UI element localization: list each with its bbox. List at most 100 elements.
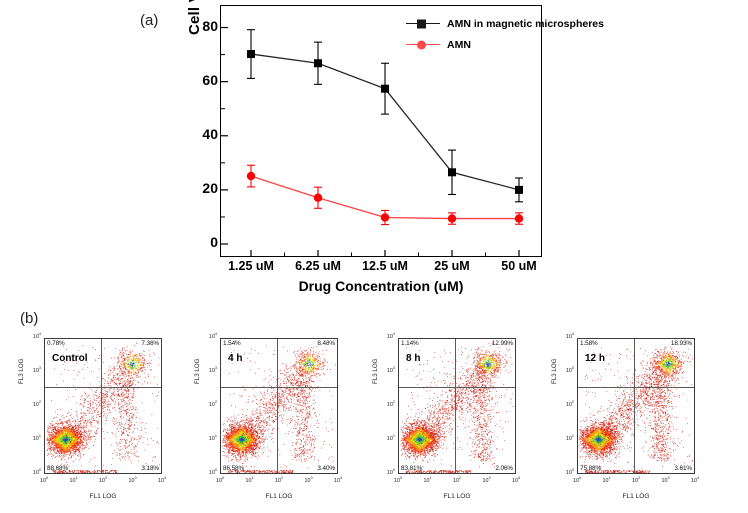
- legend-swatch: [406, 19, 440, 28]
- flow-y-tick: 102: [565, 400, 574, 408]
- flow-y-tick: 100: [565, 468, 574, 476]
- chart-axis-ticks: [221, 26, 520, 256]
- flow-x-tick: 103: [304, 476, 313, 484]
- flow-x-tick: 101: [423, 476, 432, 484]
- flow-y-tick: 104: [386, 332, 395, 340]
- chart-y-tick-labels: 0 20 40 60 80: [176, 0, 218, 252]
- flow-y-tick: 103: [386, 366, 395, 374]
- chart-series-black: [247, 29, 523, 203]
- flow-quadrant-upper-right-pct: 18.93%: [670, 340, 692, 347]
- flow-y-axis-label: FL3 LOG: [372, 358, 379, 384]
- chart-series-svg: [221, 26, 524, 256]
- flow-x-tick: 103: [128, 476, 137, 484]
- flow-quadrant-vertical-divider: [100, 339, 102, 473]
- flow-cytometry-panel: FL3 LOG 100 101 102 103 104 1.14% 12.99% 83.81% 2…: [372, 330, 524, 513]
- flow-quadrant-upper-left-pct: 1.54%: [223, 340, 241, 347]
- flow-cytometry-panel: FL3 LOG 100 101 102 103 104 1.54% 8.48% 86.58% 3.…: [194, 330, 346, 513]
- flow-scatter-points: [400, 342, 514, 473]
- chart-x-tick: 12.5 uM: [362, 259, 408, 273]
- flow-plot-box: 1.14% 12.99% 83.81% 2.06% 8 h: [398, 338, 516, 474]
- flow-x-axis-label: FL1 LOG: [89, 493, 117, 500]
- flow-quadrant-lower-right-pct: 3.61%: [674, 465, 692, 472]
- flow-y-tick: 101: [386, 434, 395, 442]
- flow-x-tick: 102: [452, 476, 462, 484]
- flow-panel-title: 4 h: [228, 353, 243, 364]
- flow-y-tick: 102: [32, 400, 41, 408]
- flow-x-tick: 101: [245, 476, 254, 484]
- flow-quadrant-horizontal-divider: [578, 387, 694, 389]
- flow-x-tick: 101: [602, 476, 611, 484]
- chart-legend: AMN in magnetic microspheres AMN: [406, 15, 604, 57]
- flow-quadrant-lower-right-pct: 2.06%: [495, 465, 513, 472]
- flow-y-tick: 102: [208, 400, 217, 408]
- chart-x-tick: 6.25 uM: [295, 259, 341, 273]
- flow-quadrant-lower-left-pct: 86.58%: [223, 465, 245, 472]
- flow-panel-title: Control: [52, 353, 88, 364]
- legend-label: AMN: [447, 38, 471, 51]
- flow-quadrant-lower-left-pct: 83.81%: [401, 465, 423, 472]
- flow-y-axis-label: FL3 LOG: [194, 358, 201, 384]
- chart-y-tick: 20: [202, 179, 218, 196]
- panel-b-letter: (b): [20, 310, 39, 327]
- chart-y-tick: 80: [202, 17, 218, 34]
- flow-y-tick: 104: [565, 332, 574, 340]
- flow-y-tick: 100: [208, 468, 217, 476]
- flow-quadrant-lower-left-pct: 88.68%: [47, 465, 69, 472]
- flow-quadrant-lower-left-pct: 75.88%: [580, 465, 602, 472]
- flow-plot-box: 1.58% 18.93% 75.88% 3.61% 12 h: [577, 338, 695, 474]
- chart-x-tick-labels: 1.25 uM 6.25 uM 12.5 uM 25 uM 50 uM: [220, 259, 542, 279]
- chart-series-red: [246, 164, 524, 226]
- chart-x-tick: 50 uM: [501, 259, 537, 273]
- flow-quadrant-upper-left-pct: 0.78%: [47, 340, 65, 347]
- flow-y-tick: 104: [32, 332, 41, 340]
- flow-quadrant-lower-right-pct: 3.40%: [317, 465, 335, 472]
- flow-y-tick: 101: [208, 434, 217, 442]
- chart-y-tick: 40: [202, 125, 218, 142]
- flow-x-tick: 103: [661, 476, 670, 484]
- legend-swatch: [406, 40, 440, 49]
- flow-x-axis-label: FL1 LOG: [622, 493, 650, 500]
- flow-y-tick: 104: [208, 332, 217, 340]
- flow-cytometry-panel: FL3 LOG 100 101 102 103 104 0.78% 7.36% 88.68% 3.…: [18, 330, 170, 513]
- flow-quadrant-vertical-divider: [276, 339, 278, 473]
- flow-x-tick: 100: [393, 476, 403, 484]
- flow-x-tick: 104: [690, 476, 700, 484]
- flow-quadrant-vertical-divider: [454, 339, 456, 473]
- flow-y-tick: 100: [386, 468, 395, 476]
- cell-viability-chart: AMN in magnetic microspheres AMN: [220, 5, 604, 257]
- flow-quadrant-lower-right-pct: 3.18%: [141, 465, 159, 472]
- flow-plot-box: 1.54% 8.48% 86.58% 3.40% 4 h: [220, 338, 338, 474]
- flow-x-tick: 100: [572, 476, 582, 484]
- flow-quadrant-horizontal-divider: [399, 387, 515, 389]
- flow-quadrant-upper-left-pct: 1.58%: [580, 340, 598, 347]
- flow-x-axis-label: FL1 LOG: [265, 493, 293, 500]
- flow-y-tick: 102: [386, 400, 395, 408]
- square-marker-icon: [417, 19, 426, 28]
- flow-x-tick: 104: [333, 476, 343, 484]
- flow-quadrant-horizontal-divider: [45, 387, 161, 389]
- panel-a-letter: (a): [140, 12, 159, 29]
- flow-quadrant-upper-left-pct: 1.14%: [401, 340, 419, 347]
- flow-cytometry-panel: FL3 LOG 100 101 102 103 104 1.58% 18.93% 75.88% 3…: [551, 330, 703, 513]
- flow-cytometry-row: FL3 LOG 100 101 102 103 104 0.78% 7.36% 88.68% 3.…: [0, 330, 748, 513]
- flow-panel-title: 12 h: [585, 353, 606, 364]
- flow-x-tick: 102: [274, 476, 284, 484]
- flow-y-tick: 103: [565, 366, 574, 374]
- flow-quadrant-horizontal-divider: [221, 387, 337, 389]
- flow-quadrant-vertical-divider: [633, 339, 635, 473]
- flow-y-tick: 103: [32, 366, 41, 374]
- legend-entry: AMN: [406, 36, 604, 53]
- flow-x-tick: 102: [98, 476, 108, 484]
- flow-plot-box: 0.78% 7.36% 88.68% 3.18% Control: [44, 338, 162, 474]
- legend-entry: AMN in magnetic microspheres: [406, 15, 604, 32]
- chart-x-tick: 25 uM: [434, 259, 470, 273]
- flow-quadrant-upper-right-pct: 12.99%: [491, 340, 513, 347]
- flow-x-tick: 100: [39, 476, 49, 484]
- flow-quadrant-upper-right-pct: 7.36%: [141, 340, 159, 347]
- chart-plot-area: [221, 6, 541, 256]
- flow-y-tick: 100: [32, 468, 41, 476]
- chart-y-tick: 0: [210, 234, 218, 250]
- flow-panel-title: 8 h: [406, 353, 421, 364]
- flow-scatter-points: [46, 342, 160, 473]
- flow-x-tick: 100: [215, 476, 225, 484]
